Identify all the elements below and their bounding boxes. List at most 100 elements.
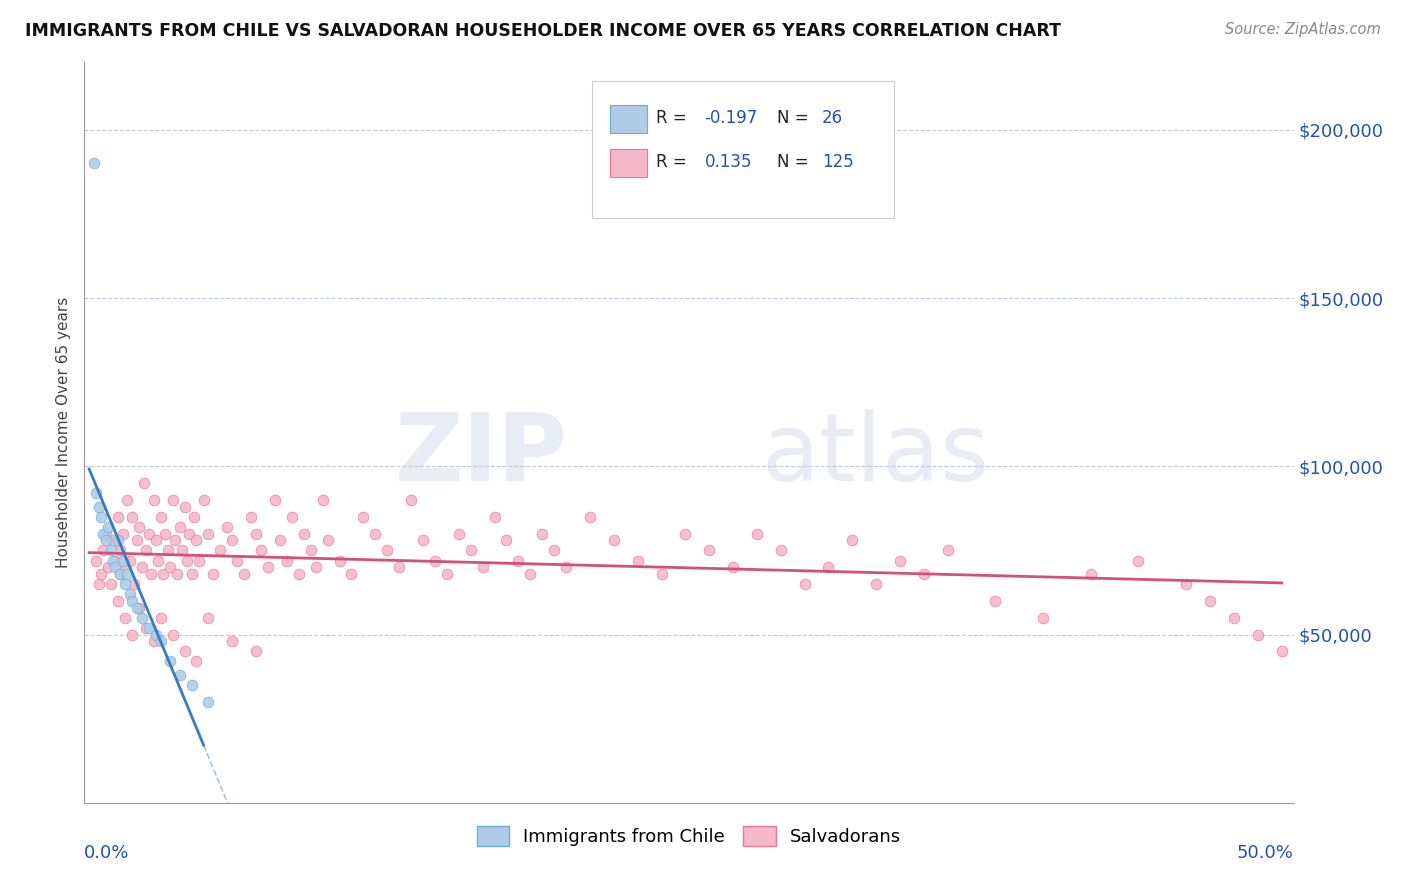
Point	[721, 560, 744, 574]
Point	[138, 526, 160, 541]
Point	[104, 553, 127, 567]
Point	[1128, 553, 1150, 567]
Point	[145, 627, 167, 641]
Point	[388, 560, 411, 574]
Point	[149, 509, 172, 524]
Point	[118, 587, 141, 601]
Point	[1247, 627, 1270, 641]
Point	[650, 566, 672, 581]
Point	[173, 644, 195, 658]
Point	[889, 553, 911, 567]
Point	[471, 560, 494, 574]
Text: -0.197: -0.197	[704, 109, 758, 127]
Point	[135, 543, 157, 558]
Point	[131, 610, 153, 624]
Point	[114, 577, 136, 591]
Point	[233, 566, 256, 581]
Point	[305, 560, 328, 574]
Point	[460, 543, 482, 558]
Point	[87, 500, 110, 514]
Point	[250, 543, 273, 558]
Point	[121, 627, 143, 641]
Point	[1271, 644, 1294, 658]
Point	[292, 526, 315, 541]
Point	[152, 566, 174, 581]
Point	[135, 621, 157, 635]
Point	[364, 526, 387, 541]
Point	[793, 577, 815, 591]
Text: IMMIGRANTS FROM CHILE VS SALVADORAN HOUSEHOLDER INCOME OVER 65 YEARS CORRELATION: IMMIGRANTS FROM CHILE VS SALVADORAN HOUS…	[25, 22, 1062, 40]
Point	[579, 509, 602, 524]
Point	[202, 566, 225, 581]
Point	[436, 566, 458, 581]
Point	[84, 553, 107, 567]
Point	[108, 543, 131, 558]
Text: ZIP: ZIP	[395, 409, 568, 500]
Text: 125: 125	[823, 153, 853, 171]
Point	[108, 566, 131, 581]
Legend: Immigrants from Chile, Salvadorans: Immigrants from Chile, Salvadorans	[470, 819, 908, 853]
Point	[484, 509, 506, 524]
Point	[90, 566, 112, 581]
Point	[627, 553, 650, 567]
Point	[114, 610, 136, 624]
Y-axis label: Householder Income Over 65 years: Householder Income Over 65 years	[56, 297, 72, 568]
Point	[176, 553, 198, 567]
Point	[179, 526, 201, 541]
Point	[166, 566, 188, 581]
Point	[245, 644, 267, 658]
Point	[912, 566, 935, 581]
Point	[107, 594, 129, 608]
Point	[142, 634, 165, 648]
Point	[531, 526, 554, 541]
Point	[197, 526, 219, 541]
Point	[149, 634, 172, 648]
Text: R =: R =	[657, 153, 692, 171]
Point	[197, 610, 219, 624]
Point	[257, 560, 280, 574]
Point	[375, 543, 398, 558]
Point	[111, 526, 134, 541]
Point	[209, 543, 232, 558]
Point	[245, 526, 267, 541]
Point	[328, 553, 350, 567]
Text: 50.0%: 50.0%	[1237, 844, 1294, 862]
Point	[1032, 610, 1054, 624]
Text: 0.0%: 0.0%	[84, 844, 129, 862]
Point	[221, 634, 243, 648]
Point	[159, 655, 181, 669]
Point	[226, 553, 249, 567]
Bar	[610, 149, 647, 178]
Point	[1175, 577, 1198, 591]
FancyBboxPatch shape	[592, 81, 894, 218]
Point	[117, 566, 139, 581]
Point	[124, 577, 146, 591]
Point	[508, 553, 530, 567]
Text: Source: ZipAtlas.com: Source: ZipAtlas.com	[1225, 22, 1381, 37]
Point	[197, 695, 219, 709]
Point	[281, 509, 304, 524]
Point	[276, 553, 298, 567]
Point	[169, 520, 191, 534]
Point	[519, 566, 541, 581]
Point	[101, 553, 124, 567]
Point	[93, 543, 115, 558]
Point	[603, 533, 626, 548]
Point	[108, 566, 131, 581]
Point	[155, 526, 177, 541]
Point	[180, 678, 202, 692]
Point	[543, 543, 565, 558]
Point	[447, 526, 470, 541]
Point	[340, 566, 363, 581]
Point	[264, 492, 287, 507]
Point	[97, 520, 120, 534]
Point	[121, 509, 143, 524]
Point	[352, 509, 374, 524]
Point	[94, 526, 117, 541]
Point	[172, 543, 194, 558]
Text: N =: N =	[778, 153, 814, 171]
Point	[240, 509, 263, 524]
Point	[149, 610, 172, 624]
Point	[412, 533, 434, 548]
Point	[288, 566, 311, 581]
